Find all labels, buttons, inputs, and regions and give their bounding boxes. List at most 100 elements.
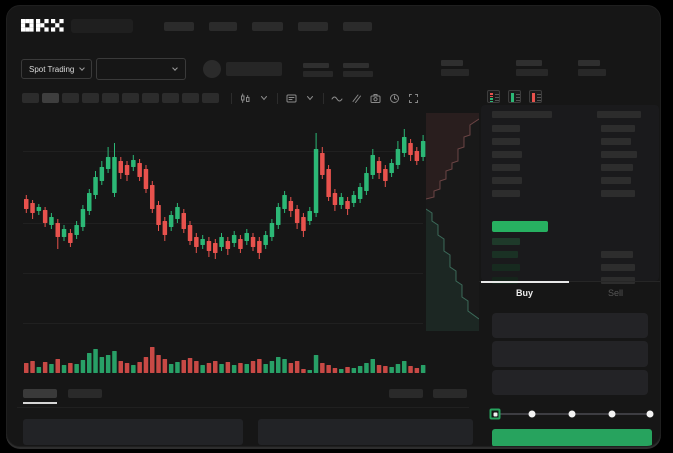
stat-value-placeholder (516, 69, 548, 76)
buy-submit-button[interactable] (492, 429, 652, 446)
expand-icon[interactable] (407, 92, 419, 104)
ask-row-amount[interactable] (601, 151, 637, 158)
tab-buy[interactable]: Buy (479, 282, 570, 303)
ask-row-amount[interactable] (601, 177, 631, 184)
timeframe-button[interactable] (82, 93, 99, 103)
compare-icon[interactable] (350, 92, 362, 104)
stat-value-placeholder (303, 71, 333, 77)
ask-row-price[interactable] (492, 138, 520, 145)
stat-value-placeholder (343, 71, 373, 77)
timeframe-button[interactable] (22, 93, 39, 103)
timeframe-button[interactable] (102, 93, 119, 103)
last-price-bar (492, 221, 548, 232)
timeframe-button[interactable] (122, 93, 139, 103)
gridline (23, 273, 423, 274)
stat-label-placeholder (516, 60, 542, 66)
ticker-stat (303, 63, 333, 77)
ask-row-amount[interactable] (601, 138, 631, 145)
bid-row-price[interactable] (492, 238, 520, 245)
bottom-action-button[interactable] (433, 389, 467, 398)
stat-label-placeholder (578, 60, 600, 66)
ask-row-amount[interactable] (601, 125, 635, 132)
market-type-dropdown[interactable]: Spot Trading (21, 59, 93, 79)
slider-handle[interactable] (489, 408, 501, 420)
ticker-stat (516, 60, 548, 76)
ticker-stat (578, 60, 606, 76)
slider-stop[interactable] (646, 410, 654, 418)
pair-name-placeholder (226, 62, 282, 76)
timeframe-buttons (22, 93, 219, 103)
slider-stop[interactable] (608, 410, 616, 418)
separator (323, 92, 324, 104)
gridline (23, 223, 423, 224)
nav-menu-item[interactable] (164, 22, 194, 31)
candles-svg (24, 129, 426, 259)
bottom-tab[interactable] (23, 389, 57, 398)
slider-stop[interactable] (528, 410, 536, 418)
slider-stop[interactable] (568, 410, 576, 418)
orderbook-header-amount (597, 111, 641, 118)
ask-row-price[interactable] (492, 125, 520, 132)
timeframe-button[interactable] (182, 93, 199, 103)
timeframe-button[interactable] (142, 93, 159, 103)
settings-icon[interactable] (388, 92, 400, 104)
timeframe-button[interactable] (202, 93, 219, 103)
bottom-action-button[interactable] (389, 389, 423, 398)
bottom-panels (7, 419, 473, 445)
chevron-down-icon[interactable] (258, 92, 270, 104)
book-both-icon[interactable] (487, 90, 500, 103)
order-input-field[interactable] (492, 313, 648, 338)
ask-row-price[interactable] (492, 164, 520, 171)
nav-menu-item[interactable] (252, 22, 283, 31)
candlestick-chart[interactable] (23, 113, 426, 333)
bid-row-amount[interactable] (601, 264, 635, 271)
stat-label-placeholder (303, 63, 329, 68)
bid-row-amount[interactable] (601, 277, 635, 284)
ask-row-amount[interactable] (601, 190, 635, 197)
bottom-tab[interactable] (68, 389, 102, 398)
ticker-stat (441, 60, 469, 76)
timeframe-button[interactable] (42, 93, 59, 103)
depth-chart (425, 113, 480, 331)
book-bids-icon[interactable] (508, 90, 521, 103)
nav-menu (164, 22, 372, 31)
ask-row-price[interactable] (492, 177, 522, 184)
separator (277, 92, 278, 104)
bid-row-price[interactable] (492, 251, 518, 258)
ticker-stat (343, 63, 373, 77)
order-input-field[interactable] (492, 370, 648, 395)
nav-menu-item[interactable] (209, 22, 237, 31)
nav-menu-item[interactable] (298, 22, 328, 31)
tab-sell[interactable]: Sell (570, 282, 660, 303)
top-nav (7, 6, 660, 50)
camera-icon[interactable] (369, 92, 381, 104)
bid-row-amount[interactable] (601, 251, 633, 258)
separator (231, 92, 232, 104)
candles-icon[interactable] (239, 92, 251, 104)
ask-row-price[interactable] (492, 151, 522, 158)
separator (17, 407, 469, 408)
search-bar[interactable] (71, 19, 133, 33)
bid-row-price[interactable] (492, 277, 518, 284)
order-input-field[interactable] (492, 341, 648, 367)
trade-side-panel: Buy Sell (479, 89, 660, 446)
bid-row-price[interactable] (492, 264, 520, 271)
indicator-icon[interactable] (285, 92, 297, 104)
gridline (23, 323, 423, 324)
active-tab-underline (23, 402, 57, 404)
ask-row-amount[interactable] (601, 164, 633, 171)
bottom-panel-placeholder (258, 419, 473, 445)
chevron-down-icon (172, 65, 178, 71)
wave-icon[interactable] (331, 92, 343, 104)
nav-menu-item[interactable] (343, 22, 372, 31)
ask-row-price[interactable] (492, 190, 520, 197)
chart-tool-icons (231, 92, 419, 104)
timeframe-button[interactable] (162, 93, 179, 103)
timeframe-button[interactable] (62, 93, 79, 103)
chevron-down-icon[interactable] (304, 92, 316, 104)
active-tab-indicator (481, 281, 569, 283)
pair-selector-dropdown[interactable] (96, 58, 186, 80)
stat-label-placeholder (343, 63, 369, 68)
book-asks-icon[interactable] (529, 90, 542, 103)
